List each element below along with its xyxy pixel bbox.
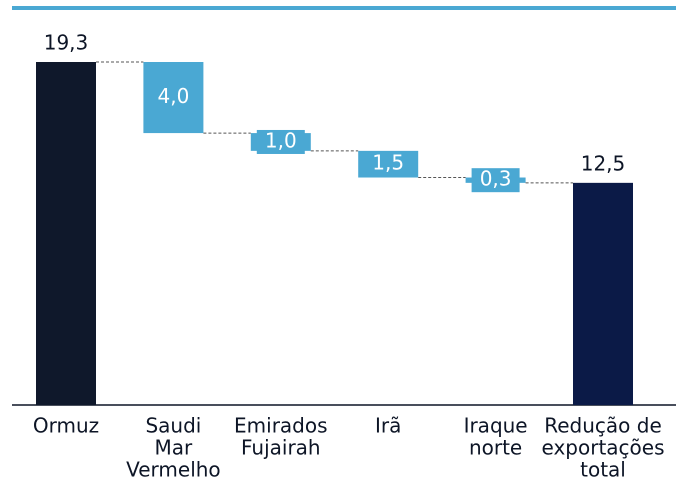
x-tick-label: Saudi: [145, 414, 201, 438]
value-label: 0,3: [480, 167, 512, 191]
x-tick-label: Vermelho: [126, 458, 221, 482]
x-tick-label: Iraque: [464, 414, 528, 438]
label-box: [471, 168, 520, 193]
bar: [143, 62, 204, 134]
x-tick-label: Redução de: [544, 414, 662, 438]
x-tick-label: Fujairah: [241, 436, 321, 460]
top-rule: [12, 6, 676, 10]
bar: [36, 62, 96, 405]
x-tick-label: total: [580, 458, 626, 482]
x-tick-label: Mar: [155, 436, 194, 460]
value-label: 1,5: [372, 151, 404, 175]
value-label: 4,0: [157, 84, 189, 108]
x-tick-label: norte: [469, 436, 522, 460]
value-label: 19,3: [44, 31, 89, 55]
value-label: 12,5: [581, 151, 626, 175]
bar: [358, 150, 419, 178]
x-tick-label: exportações: [542, 436, 665, 460]
value-label: 1,0: [265, 128, 297, 152]
label-box: [256, 129, 305, 154]
x-tick-label: Emirados: [234, 414, 328, 438]
x-tick-label: Ormuz: [33, 414, 99, 438]
x-tick-label: Irã: [375, 414, 401, 438]
bar: [573, 182, 633, 405]
